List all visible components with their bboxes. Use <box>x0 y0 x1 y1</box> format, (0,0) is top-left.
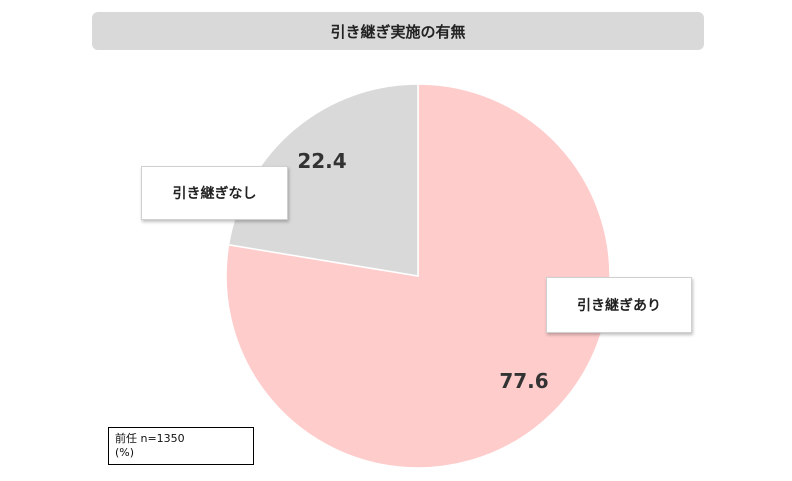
pie-value-label-0: 77.6 <box>499 369 548 393</box>
unit-text: (%) <box>115 446 135 459</box>
pie-slice-0 <box>225 83 611 469</box>
chart-title: 引き継ぎ実施の有無 <box>92 12 704 50</box>
slice-label-ari: 引き継ぎあり <box>546 277 692 333</box>
sample-note: 前任 n=1350 (%) <box>108 427 254 465</box>
pie-value-label-1: 22.4 <box>297 149 346 173</box>
sample-size-text: 前任 n=1350 <box>115 432 185 445</box>
slice-label-nashi: 引き継ぎなし <box>141 166 288 220</box>
